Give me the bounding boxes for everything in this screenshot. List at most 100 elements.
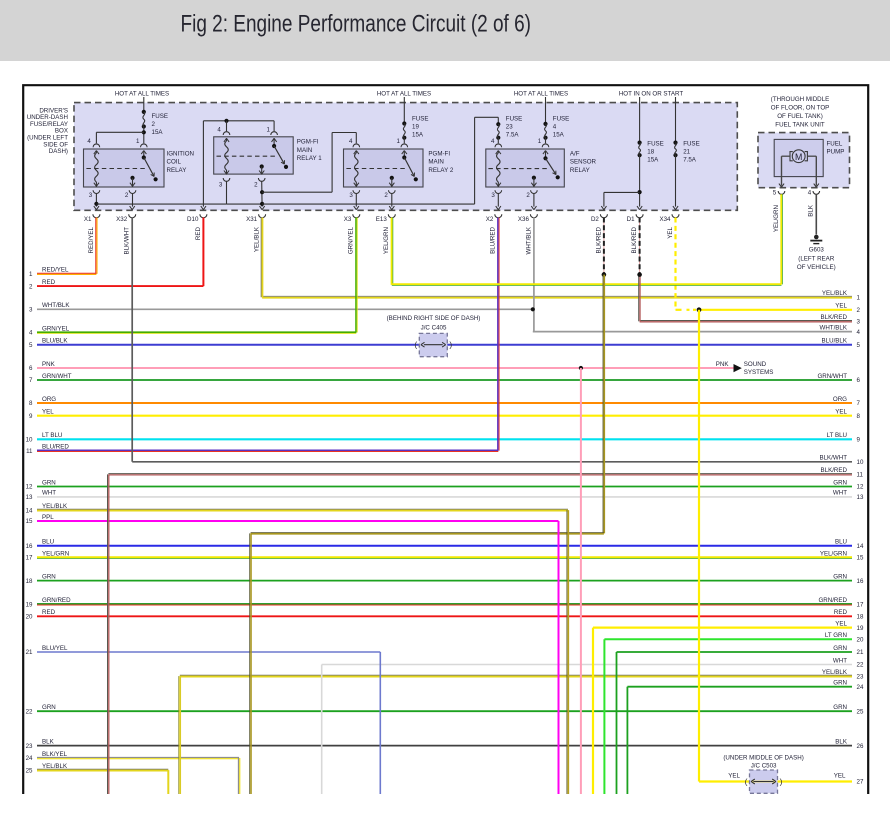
svg-text:5: 5 bbox=[29, 342, 33, 349]
svg-text:GRN/YEL: GRN/YEL bbox=[348, 226, 355, 254]
svg-text:15: 15 bbox=[26, 518, 33, 525]
svg-text:19: 19 bbox=[412, 123, 419, 130]
svg-text:(BEHIND RIGHT SIDE OF DASH): (BEHIND RIGHT SIDE OF DASH) bbox=[387, 315, 481, 322]
svg-text:RELAY 2: RELAY 2 bbox=[428, 167, 453, 174]
svg-text:12: 12 bbox=[26, 484, 33, 491]
svg-text:D2: D2 bbox=[591, 216, 599, 223]
svg-text:1: 1 bbox=[397, 138, 401, 145]
svg-text:BLK/RED: BLK/RED bbox=[595, 226, 602, 253]
svg-text:1: 1 bbox=[266, 126, 270, 133]
svg-text:WHT: WHT bbox=[833, 490, 847, 497]
svg-text:3: 3 bbox=[857, 319, 861, 326]
svg-text:2: 2 bbox=[857, 307, 861, 314]
svg-text:WHT/BLK: WHT/BLK bbox=[42, 302, 70, 309]
svg-text:LT BLU: LT BLU bbox=[827, 432, 847, 439]
svg-text:14: 14 bbox=[26, 507, 33, 514]
svg-text:23: 23 bbox=[26, 743, 33, 750]
svg-text:4: 4 bbox=[29, 330, 33, 337]
svg-text:GRN: GRN bbox=[42, 573, 56, 580]
svg-text:21: 21 bbox=[26, 649, 33, 656]
svg-text:RELAY 1: RELAY 1 bbox=[297, 155, 322, 162]
svg-text:RED: RED bbox=[42, 279, 56, 286]
svg-text:RED: RED bbox=[834, 609, 848, 616]
svg-text:3: 3 bbox=[29, 307, 33, 314]
svg-text:G603: G603 bbox=[809, 247, 825, 254]
svg-text:YEL/BLK: YEL/BLK bbox=[42, 763, 68, 770]
svg-text:RED: RED bbox=[195, 226, 202, 240]
svg-text:WHT/BLK: WHT/BLK bbox=[525, 226, 532, 254]
svg-text:23: 23 bbox=[857, 673, 864, 680]
svg-text:21: 21 bbox=[857, 649, 864, 656]
svg-text:18: 18 bbox=[857, 614, 864, 621]
svg-text:FUEL TANK UNIT: FUEL TANK UNIT bbox=[775, 121, 825, 128]
svg-text:YEL/GRN: YEL/GRN bbox=[820, 550, 847, 557]
svg-text:YEL/GRN: YEL/GRN bbox=[42, 550, 69, 557]
svg-text:FUSE: FUSE bbox=[412, 115, 429, 122]
svg-text:): ) bbox=[780, 776, 783, 786]
svg-text:4: 4 bbox=[491, 138, 495, 145]
svg-text:YEL/BLK: YEL/BLK bbox=[254, 226, 261, 252]
svg-text:A/F: A/F bbox=[570, 151, 580, 158]
svg-text:RELAY: RELAY bbox=[570, 167, 590, 174]
svg-text:YEL/BLK: YEL/BLK bbox=[822, 669, 848, 676]
svg-text:X34: X34 bbox=[659, 216, 671, 223]
svg-text:BLK/RED: BLK/RED bbox=[631, 226, 638, 253]
svg-text:YEL: YEL bbox=[835, 303, 847, 310]
svg-text:5: 5 bbox=[857, 342, 861, 349]
svg-text:HOT IN ON OR START: HOT IN ON OR START bbox=[619, 91, 684, 98]
svg-text:DRIVER'S: DRIVER'S bbox=[39, 107, 68, 114]
svg-text:FUSE: FUSE bbox=[152, 113, 169, 120]
svg-text:BLK/WHT: BLK/WHT bbox=[819, 455, 847, 462]
svg-text:22: 22 bbox=[857, 662, 864, 669]
svg-text:GRN: GRN bbox=[833, 704, 847, 711]
svg-text:M: M bbox=[795, 152, 802, 162]
svg-text:19: 19 bbox=[857, 625, 864, 632]
svg-text:(THROUGH MIDDLE: (THROUGH MIDDLE bbox=[771, 96, 829, 103]
svg-text:FUSE/RELAY: FUSE/RELAY bbox=[30, 121, 68, 128]
svg-text:UNDER-DASH: UNDER-DASH bbox=[27, 114, 68, 121]
svg-text:BLU/RED: BLU/RED bbox=[42, 443, 69, 450]
svg-text:(: ( bbox=[414, 340, 417, 350]
svg-text:D10: D10 bbox=[187, 216, 199, 223]
svg-text:11: 11 bbox=[26, 448, 33, 455]
svg-text:): ) bbox=[449, 340, 452, 350]
svg-text:15: 15 bbox=[857, 555, 864, 562]
svg-text:PGM-FI: PGM-FI bbox=[428, 151, 450, 158]
svg-text:LT BLU: LT BLU bbox=[42, 432, 62, 439]
svg-text:YEL: YEL bbox=[42, 409, 54, 416]
svg-text:BLU/BLK: BLU/BLK bbox=[42, 338, 68, 345]
svg-text:7.5A: 7.5A bbox=[683, 156, 697, 163]
svg-text:PNK: PNK bbox=[716, 361, 730, 368]
svg-text:3: 3 bbox=[491, 192, 495, 199]
svg-text:6: 6 bbox=[857, 377, 861, 384]
svg-text:7: 7 bbox=[857, 400, 861, 407]
svg-text:21: 21 bbox=[683, 148, 690, 155]
svg-text:27: 27 bbox=[857, 779, 864, 786]
svg-text:X3: X3 bbox=[344, 216, 352, 223]
svg-text:18: 18 bbox=[26, 578, 33, 585]
svg-text:(: ( bbox=[745, 776, 748, 786]
svg-text:COIL: COIL bbox=[167, 159, 182, 166]
svg-text:14: 14 bbox=[857, 543, 864, 550]
svg-text:3: 3 bbox=[349, 192, 353, 199]
svg-text:2: 2 bbox=[125, 192, 129, 199]
svg-text:YEL/BLK: YEL/BLK bbox=[42, 503, 68, 510]
svg-text:13: 13 bbox=[26, 494, 33, 501]
svg-text:HOT AT ALL TIMES: HOT AT ALL TIMES bbox=[115, 91, 169, 98]
svg-text:X31: X31 bbox=[246, 216, 258, 223]
svg-text:GRN: GRN bbox=[42, 479, 56, 486]
svg-text:22: 22 bbox=[26, 708, 33, 715]
svg-text:12: 12 bbox=[857, 484, 864, 491]
svg-text:2: 2 bbox=[384, 192, 388, 199]
svg-text:1: 1 bbox=[29, 271, 33, 278]
svg-text:4: 4 bbox=[857, 329, 861, 336]
svg-text:OF FUEL TANK): OF FUEL TANK) bbox=[777, 113, 823, 120]
svg-text:BOX: BOX bbox=[55, 128, 68, 135]
svg-text:BLU/YEL: BLU/YEL bbox=[42, 645, 68, 652]
svg-text:4: 4 bbox=[349, 138, 353, 145]
svg-text:15A: 15A bbox=[412, 131, 424, 138]
svg-text:13: 13 bbox=[857, 494, 864, 501]
svg-text:24: 24 bbox=[857, 684, 864, 691]
svg-text:4: 4 bbox=[553, 123, 557, 130]
svg-text:2: 2 bbox=[526, 192, 530, 199]
